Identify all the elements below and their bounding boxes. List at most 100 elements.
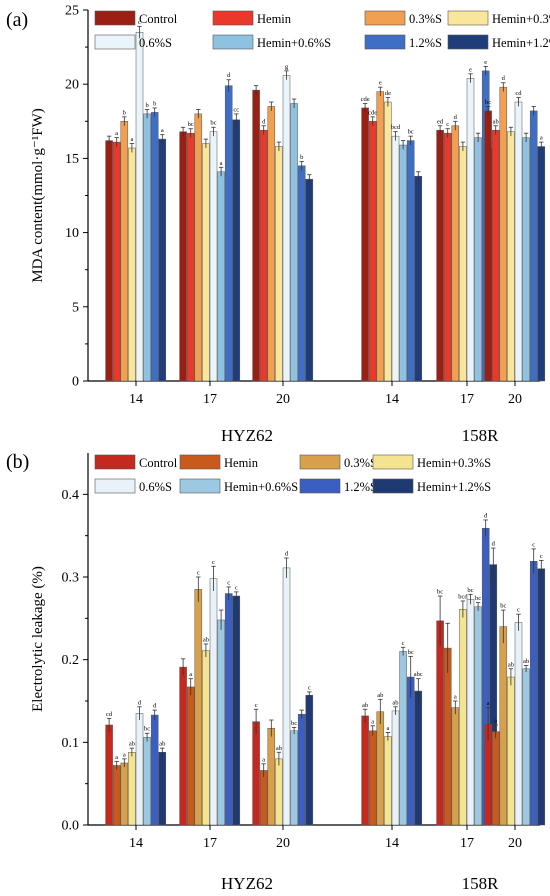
bar-0-6-s bbox=[282, 567, 291, 826]
bar-hemin-0-6-s bbox=[522, 137, 530, 382]
x-tick-label: 20 bbox=[276, 836, 290, 851]
significance-label: cd bbox=[515, 90, 522, 97]
significance-label: a bbox=[371, 718, 374, 725]
significance-label: d bbox=[484, 512, 488, 519]
significance-label: cd bbox=[106, 711, 113, 718]
bar-hemin-0-3-s bbox=[507, 131, 515, 382]
bar-0-6-s bbox=[391, 135, 400, 382]
x-tick-label: 14 bbox=[129, 392, 143, 407]
bar-hemin-0-3-s bbox=[459, 146, 467, 382]
legend-swatch bbox=[372, 454, 414, 470]
bar-hemin-0-6-s bbox=[399, 144, 407, 382]
bar-hemin-0-3-s bbox=[128, 752, 136, 826]
bar-hemin-0-6-s bbox=[143, 113, 151, 382]
significance-label: c bbox=[138, 19, 141, 26]
legend-label: Hemin bbox=[257, 12, 292, 26]
bar-0-6-s bbox=[209, 131, 218, 382]
legend-swatch bbox=[447, 10, 489, 26]
legend-label: Hemin+0.6%S bbox=[257, 36, 331, 50]
bar-hemin-0-3-s bbox=[202, 143, 210, 382]
group-label: 158R bbox=[462, 426, 500, 445]
significance-label: a bbox=[123, 751, 126, 758]
significance-label: ab bbox=[159, 741, 165, 748]
legend-swatch bbox=[179, 454, 221, 470]
significance-label: d bbox=[492, 541, 496, 548]
significance-label: ab bbox=[129, 741, 135, 748]
bar-0-3-s bbox=[267, 106, 276, 382]
bar-hemin-1-2-s bbox=[158, 138, 167, 382]
bar-control bbox=[252, 89, 260, 382]
significance-label: a bbox=[487, 700, 490, 707]
bar-control bbox=[436, 620, 444, 826]
legend-label: 0.6%S bbox=[139, 36, 172, 50]
legend-swatch bbox=[299, 454, 341, 470]
legend-label: Hemin bbox=[224, 456, 259, 470]
legend-swatch bbox=[447, 34, 489, 50]
group-label: HYZ62 bbox=[221, 874, 273, 893]
legend-swatch bbox=[212, 10, 254, 26]
significance-label: bc bbox=[408, 129, 414, 136]
significance-label: a bbox=[494, 717, 497, 724]
significance-label: de bbox=[385, 90, 391, 97]
significance-label: bc bbox=[437, 589, 443, 596]
y-tick-label: 0.1 bbox=[62, 736, 80, 751]
legend-label: Hemin+0.3%S bbox=[492, 12, 550, 26]
bar-1-2-s bbox=[297, 713, 306, 826]
bar-hemin bbox=[368, 730, 377, 826]
significance-label: d bbox=[138, 699, 142, 706]
y-tick-label: 0.0 bbox=[62, 819, 80, 834]
significance-label: c bbox=[540, 553, 543, 560]
legend-swatch bbox=[364, 34, 406, 50]
bar-hemin-1-2-s bbox=[158, 752, 167, 826]
panel-label: (a) bbox=[6, 9, 28, 31]
bar-0-3-s bbox=[499, 86, 508, 382]
bar-0-3-s bbox=[499, 626, 508, 826]
significance-label: a bbox=[540, 135, 543, 142]
y-tick-label: 25 bbox=[65, 4, 79, 19]
bar-0-6-s bbox=[135, 713, 144, 826]
bar-hemin bbox=[443, 647, 452, 826]
bar-hemin-1-2-s bbox=[232, 595, 241, 826]
significance-label: bc bbox=[291, 720, 297, 727]
significance-label: d bbox=[262, 118, 266, 125]
significance-label: d bbox=[285, 550, 289, 557]
bar-0-6-s bbox=[466, 78, 475, 382]
y-axis-label: MDA content(mmol·g⁻¹FW) bbox=[30, 108, 46, 282]
significance-label: a bbox=[161, 127, 164, 134]
legend-swatch bbox=[364, 10, 406, 26]
significance-label: bc bbox=[467, 587, 473, 594]
legend-label: Control bbox=[139, 456, 178, 470]
significance-label: c bbox=[517, 607, 520, 614]
bar-hemin bbox=[491, 129, 500, 382]
legend-label: Hemin+0.6%S bbox=[224, 480, 298, 494]
significance-label: ab bbox=[203, 636, 209, 643]
bar-1-2-s bbox=[224, 593, 233, 826]
bar-hemin-0-6-s bbox=[143, 737, 151, 826]
significance-label: bc bbox=[210, 120, 216, 127]
significance-label: c bbox=[235, 584, 238, 591]
y-tick-label: 10 bbox=[65, 226, 79, 241]
y-tick-label: 0.2 bbox=[62, 653, 80, 668]
legend-label: 0.3%S bbox=[344, 456, 377, 470]
significance-label: c bbox=[197, 570, 200, 577]
bar-1-2-s bbox=[150, 714, 159, 826]
bar-hemin-1-2-s bbox=[305, 178, 314, 382]
significance-label: ab bbox=[523, 658, 529, 665]
bar-control bbox=[361, 107, 369, 382]
significance-label: a bbox=[130, 136, 133, 143]
bar-hemin-0-3-s bbox=[275, 146, 283, 382]
bar-0-6-s bbox=[209, 578, 218, 826]
bar-hemin bbox=[112, 765, 121, 826]
legend-swatch bbox=[179, 478, 221, 494]
significance-label: ab bbox=[392, 699, 398, 706]
bar-hemin-0-3-s bbox=[384, 736, 392, 826]
bar-hemin-0-3-s bbox=[128, 147, 136, 382]
x-tick-label: 14 bbox=[385, 392, 399, 407]
bar-hemin bbox=[259, 129, 268, 382]
significance-label: d bbox=[502, 75, 506, 82]
bar-0-6-s bbox=[391, 710, 400, 826]
bar-hemin-0-6-s bbox=[217, 619, 225, 826]
significance-label: bc bbox=[144, 726, 150, 733]
significance-label: a bbox=[454, 694, 457, 701]
